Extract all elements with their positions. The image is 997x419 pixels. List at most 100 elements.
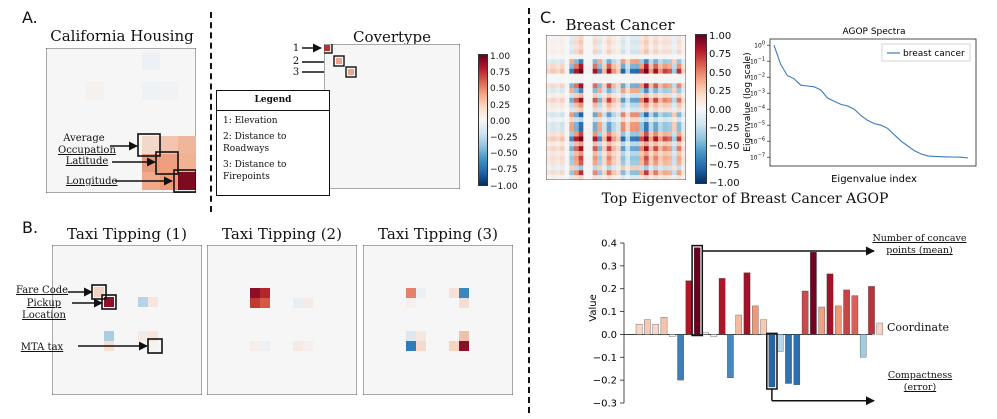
heatmap-cell (588, 88, 593, 94)
heatmap-cell (658, 126, 663, 132)
heatmap-cell (662, 165, 668, 171)
heatmap-cell (672, 39, 677, 45)
heatmap-cell (583, 88, 589, 94)
heatmap-cell (634, 136, 640, 142)
heatmap-cell (583, 49, 589, 55)
heatmap-cell (611, 117, 617, 123)
heatmap-cell (588, 112, 593, 118)
heatmap-cell (658, 54, 663, 60)
heatmap-cell (644, 83, 649, 89)
heatmap-cell (658, 64, 663, 70)
bar (776, 334, 784, 352)
heatmap-cell (569, 165, 575, 171)
heatmap-cell (560, 68, 565, 74)
heatmap-cell (546, 160, 551, 166)
heatmap-cell (616, 151, 621, 157)
heatmap-cell (574, 97, 579, 103)
heatmap-cell (653, 93, 659, 99)
heatmap-cell (597, 102, 603, 108)
heatmap-cell (662, 44, 668, 50)
heatmap-cell (616, 160, 621, 166)
heatmap-cell (592, 160, 598, 166)
bar-ytick-label: 0.3 (601, 261, 617, 272)
heatmap-cell (555, 83, 561, 89)
heatmap-cell (648, 151, 654, 157)
heatmap-cell (597, 39, 603, 45)
heatmap-cell (676, 97, 682, 103)
heatmap-cell (653, 175, 659, 180)
heatmap-cell (634, 151, 640, 157)
bar (760, 319, 767, 335)
covertype-title: Covertype (352, 28, 431, 46)
heatmap-cell (578, 136, 584, 142)
heatmap-cell (597, 151, 603, 157)
heatmap-cell (583, 160, 589, 166)
heatmap-cell (602, 44, 607, 50)
heatmap-cell (639, 131, 645, 137)
heatmap-cell (676, 54, 682, 60)
heatmap-cell (555, 102, 561, 108)
heatmap-cell (611, 54, 617, 60)
heatmap-cell (578, 78, 584, 84)
heatmap-cell (644, 49, 649, 55)
heatmap-cell (644, 97, 649, 103)
heatmap-cell (588, 73, 593, 79)
heatmap-cell (648, 107, 654, 113)
heatmap-cell (606, 146, 612, 152)
bar (735, 314, 742, 335)
heatmap-cell (555, 44, 561, 50)
heatmap-cell (672, 155, 677, 161)
heatmap-cell (625, 49, 631, 55)
california-housing-heatmap (46, 48, 196, 193)
heatmap-cell (672, 122, 677, 128)
heatmap-cell (653, 155, 659, 161)
heatmap-cell (658, 107, 663, 113)
heatmap-cell (583, 122, 589, 128)
heatmap-cell (620, 126, 626, 132)
breast-cancer-title: Breast Cancer (565, 16, 675, 34)
heatmap-cell (676, 64, 682, 70)
heatmap-cell (578, 73, 584, 79)
heatmap-cell (583, 151, 589, 157)
bar (752, 305, 759, 335)
heatmap-cell (620, 146, 626, 152)
heatmap-cell (620, 141, 626, 147)
covertype-legend: Legend 1: Elevation 2: Distance to Roadw… (216, 90, 330, 196)
bar-ytick-label: −0.2 (593, 376, 617, 387)
heatmap-cell (672, 117, 677, 123)
heatmap-cell (620, 165, 626, 171)
heatmap-cell (667, 126, 673, 132)
heatmap-cell (667, 117, 673, 123)
taxi-2-title: Taxi Tipping (2) (222, 225, 342, 243)
heatmap-cell (606, 155, 612, 161)
heatmap-cell (564, 160, 570, 166)
heatmap-cell (644, 165, 649, 171)
heatmap-cell (653, 68, 659, 74)
heatmap-cell (606, 93, 612, 99)
heatmap-cell (639, 88, 645, 94)
heatmap-cell (676, 175, 682, 180)
heatmap-cell (620, 170, 626, 176)
heatmap-cell (546, 126, 551, 132)
heatmap-cell (592, 39, 598, 45)
heatmap-cell (569, 146, 575, 152)
heatmap-cell (578, 35, 584, 41)
heatmap-cell (648, 49, 654, 55)
heatmap-cell (662, 126, 668, 132)
heatmap-cell (597, 136, 603, 142)
heatmap-cell (681, 102, 686, 108)
heatmap-cell (667, 102, 673, 108)
heatmap-cell (611, 160, 617, 166)
heatmap-cell (578, 160, 584, 166)
heatmap-cell (662, 59, 668, 65)
heatmap-cell (634, 117, 640, 123)
heatmap-cell (658, 97, 663, 103)
heatmap-cell (550, 68, 556, 74)
heatmap-cell (597, 78, 603, 84)
heatmap-cell (667, 44, 673, 50)
heatmap-cell (569, 93, 575, 99)
heatmap-cell (592, 141, 598, 147)
heatmap-cell (574, 165, 579, 171)
heatmap-cell (550, 39, 556, 45)
heatmap-cell (546, 35, 551, 41)
